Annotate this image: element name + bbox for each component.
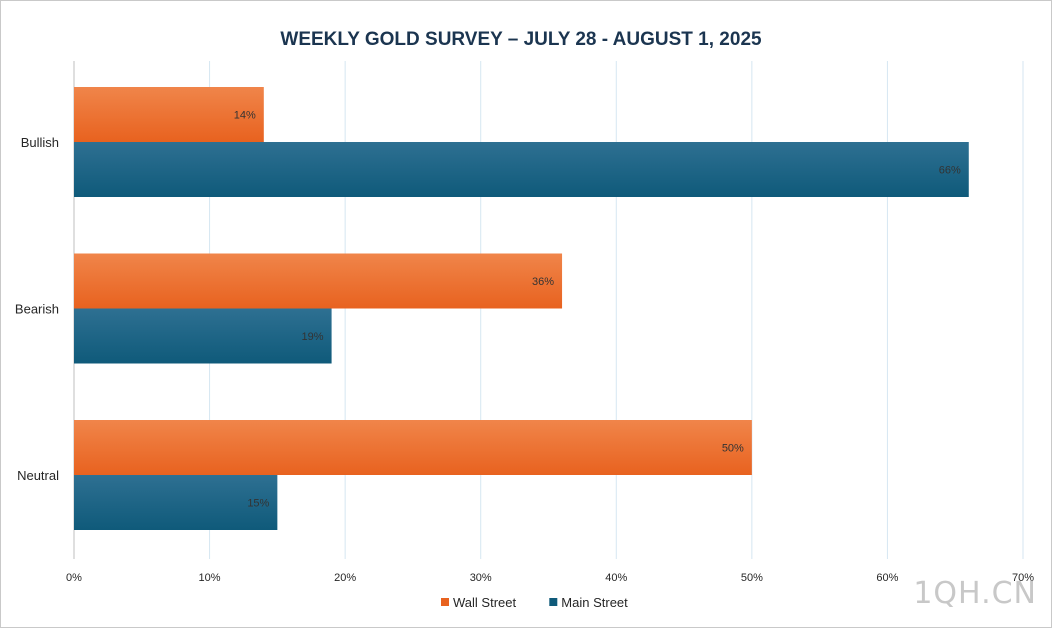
bar-wall-street xyxy=(74,87,264,142)
category-label: Bullish xyxy=(21,135,59,150)
legend-label: Main Street xyxy=(561,595,628,610)
bar-wall-street xyxy=(74,253,563,309)
data-label: 36% xyxy=(532,276,554,288)
bar-main-street xyxy=(74,475,278,530)
x-tick-label: 40% xyxy=(605,572,627,584)
bar-main-street xyxy=(74,308,332,364)
bars xyxy=(74,87,969,530)
data-label: 66% xyxy=(939,165,961,177)
data-label: 19% xyxy=(302,331,324,343)
bar-wall-street xyxy=(74,420,752,475)
legend-swatch xyxy=(549,598,558,606)
legend-swatch xyxy=(441,598,449,606)
data-label: 50% xyxy=(722,443,744,455)
legend-label: Wall Street xyxy=(453,595,516,610)
legend: Wall Street Main Street xyxy=(441,595,628,610)
watermark-text: 1QH.CN xyxy=(913,576,1037,611)
x-tick-label: 70% xyxy=(1012,572,1034,584)
category-label: Neutral xyxy=(17,468,59,483)
x-tick-label: 20% xyxy=(334,572,356,584)
category-label: Bearish xyxy=(15,302,59,317)
data-label: 15% xyxy=(247,498,269,510)
x-tick-label: 60% xyxy=(876,572,898,584)
chart-title: WEEKLY GOLD SURVEY – JULY 28 - AUGUST 1,… xyxy=(280,29,762,50)
bar-main-street xyxy=(74,142,969,197)
labels: 0% 10% 20% 30% 40% 50% 60% 70% Bullish 14% 66% Bear… xyxy=(15,110,1034,585)
x-tick-label: 0% xyxy=(66,572,82,584)
x-tick-label: 10% xyxy=(199,572,221,584)
data-label: 14% xyxy=(234,110,256,122)
x-tick-label: 30% xyxy=(470,572,492,584)
x-tick-label: 50% xyxy=(741,572,763,584)
